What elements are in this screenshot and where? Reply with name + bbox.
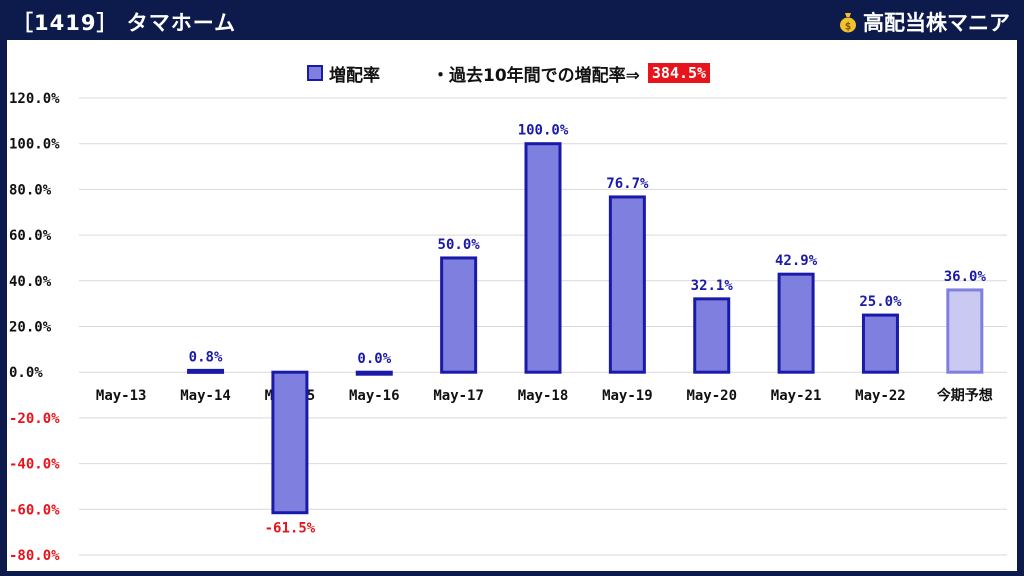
x-tick-label: May-18 xyxy=(518,388,569,404)
y-tick-label: 0.0% xyxy=(9,365,43,381)
bar xyxy=(777,272,815,374)
data-label: 25.0% xyxy=(859,294,902,310)
legend-swatch xyxy=(307,65,323,81)
x-tick-label: May-14 xyxy=(180,388,231,404)
x-tick-label: May-22 xyxy=(855,388,906,404)
y-tick-label: 80.0% xyxy=(9,182,52,198)
x-tick-label: May-13 xyxy=(96,388,147,404)
bar xyxy=(946,288,984,374)
bar xyxy=(693,297,731,374)
data-label: 100.0% xyxy=(518,123,569,139)
y-tick-label: 60.0% xyxy=(9,228,52,244)
y-tick-label: 40.0% xyxy=(9,274,52,290)
x-tick-label: May-20 xyxy=(686,388,737,404)
data-label: 42.9% xyxy=(775,253,818,269)
data-label: 36.0% xyxy=(944,269,987,285)
y-tick-label: 100.0% xyxy=(9,137,60,153)
bar xyxy=(608,195,646,374)
x-tick-label: May-17 xyxy=(433,388,484,404)
x-tick-label: May-19 xyxy=(602,388,653,404)
brand-logo: $ 高配当株マニア xyxy=(837,7,1010,37)
data-label: -61.5% xyxy=(265,521,316,537)
bar xyxy=(271,370,309,515)
page-title: ［1419］ タマホーム xyxy=(12,11,237,35)
bar xyxy=(355,370,393,376)
data-label: 0.8% xyxy=(189,349,223,365)
bar-chart: 120.0% 100.0% 80.0% 60.0% 40.0% 20.0% 0.0% -20.… xyxy=(9,91,1007,564)
bar xyxy=(440,256,478,374)
x-tick-label: 今期予想 xyxy=(936,387,993,404)
legend-series-label: 増配率 xyxy=(329,65,380,86)
chart-panel: 増配率 ・過去10年間での増配率⇒ 384.5% 120.0% 100.0% 80.… xyxy=(7,40,1017,571)
data-label: 50.0% xyxy=(438,237,481,253)
bar xyxy=(861,313,899,374)
x-tick-label: May-16 xyxy=(349,388,400,404)
data-label: 32.1% xyxy=(691,278,734,294)
bar xyxy=(187,368,225,374)
legend: 増配率 ・過去10年間での増配率⇒ 384.5% xyxy=(307,60,711,86)
y-tick-label: -40.0% xyxy=(9,457,60,473)
y-tick-label: 20.0% xyxy=(9,320,52,336)
y-tick-label: -60.0% xyxy=(9,502,60,518)
bar xyxy=(524,142,562,374)
data-label: 0.0% xyxy=(357,351,391,367)
x-tick-label: May-21 xyxy=(771,388,822,404)
header: ［1419］ タマホーム $ 高配当株マニア xyxy=(0,0,1024,40)
money-bag-icon: $ xyxy=(840,13,856,33)
y-tick-label: 120.0% xyxy=(9,91,60,107)
legend-note: ・過去10年間での増配率⇒ xyxy=(432,65,640,86)
data-label: 76.7% xyxy=(606,176,649,192)
y-tick-label: -80.0% xyxy=(9,548,60,564)
total-growth-badge: 384.5% xyxy=(647,63,711,83)
brand-name: 高配当株マニア xyxy=(863,11,1010,35)
svg-text:$: $ xyxy=(845,20,852,33)
y-tick-label: -20.0% xyxy=(9,411,60,427)
